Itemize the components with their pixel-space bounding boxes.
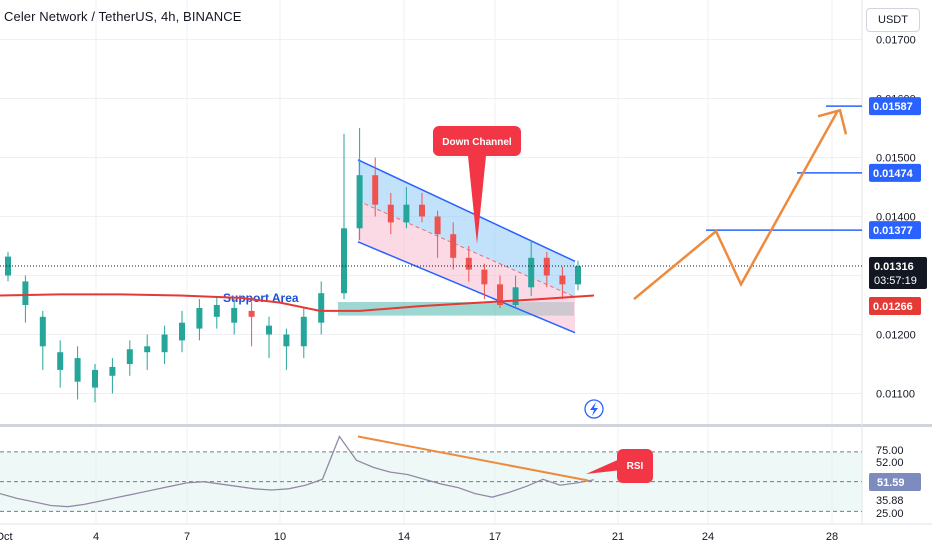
candle-body-3: [57, 352, 64, 370]
down-channel-label: Down Channel: [442, 137, 512, 148]
time-tick-1: 4: [93, 531, 99, 543]
rsi-tick-0: 75.00: [876, 445, 904, 457]
channel-mid-line: [357, 200, 576, 298]
candle-body-9: [161, 334, 168, 353]
time-tick-7: 24: [702, 531, 714, 543]
candle-body-32: [543, 257, 550, 276]
rsi-callout-label: RSI: [627, 461, 644, 472]
candle-body-5: [92, 369, 98, 388]
down-channel-pointer: [468, 156, 486, 244]
currency-button[interactable]: USDT: [866, 8, 920, 32]
rsi-callout[interactable]: [617, 449, 653, 483]
bar-countdown-label: 03:57:19: [874, 275, 917, 287]
candle-body-16: [283, 334, 290, 347]
ma-tag: [869, 297, 921, 315]
channel-upper-fill: [358, 159, 575, 298]
candle-body-18: [318, 293, 325, 323]
candle-body-13: [231, 307, 238, 323]
time-tick-0: Oct: [0, 531, 13, 543]
last-price-tag: [869, 257, 927, 290]
price-tick-3: 0.01400: [876, 212, 916, 224]
level-tag-2[interactable]: [869, 221, 921, 240]
rsi-value-label: 51.59: [877, 477, 905, 489]
rsi-tick-3: 25.00: [876, 508, 904, 520]
time-tick-8: 28: [826, 531, 838, 543]
candle-body-0: [5, 256, 11, 276]
candle-body-30: [512, 287, 519, 305]
rsi-tick-1: 52.00: [876, 457, 904, 469]
candle-body-6: [109, 366, 116, 376]
time-tick-6: 21: [612, 531, 624, 543]
candle-body-27: [465, 257, 472, 270]
candle-body-8: [144, 346, 151, 353]
candle-body-20: [356, 175, 363, 229]
level-tag-label-0: 0.01587: [873, 101, 913, 113]
candle-body-28: [481, 269, 488, 285]
level-tag-label-1: 0.01474: [873, 168, 914, 180]
candle-body-31: [528, 257, 535, 288]
channel-upper-line[interactable]: [357, 159, 576, 263]
projection-path[interactable]: [633, 109, 840, 301]
candle-body-4: [74, 358, 81, 382]
candle-body-10: [179, 322, 185, 341]
candle-body-7: [126, 349, 133, 364]
level-tag-0[interactable]: [869, 97, 921, 116]
level-tag-1[interactable]: [869, 163, 921, 182]
pane-divider[interactable]: [0, 424, 932, 427]
rsi-line: [0, 435, 595, 508]
candle-body-34: [575, 266, 581, 285]
candle-body-24: [419, 204, 425, 217]
candle-body-14: [248, 310, 255, 317]
price-tick-2: 0.01500: [876, 153, 916, 165]
rsi-signal-line: [0, 435, 595, 508]
chart-title: Celer Network / TetherUS, 4h, BINANCE: [4, 9, 242, 24]
candle-body-19: [341, 228, 347, 294]
rsi-tick-2: 35.88: [876, 495, 904, 507]
channel-lower-line[interactable]: [357, 241, 576, 334]
time-tick-3: 10: [274, 531, 286, 543]
support-area-label: Support Area: [223, 291, 299, 305]
last-price-label: 0.01316: [874, 261, 914, 273]
candle-body-12: [213, 305, 220, 317]
time-tick-4: 14: [398, 531, 410, 543]
projection-arrowhead: [817, 108, 848, 135]
price-tick-4: 0.01200: [876, 330, 916, 342]
time-tick-5: 17: [489, 531, 501, 543]
price-tick-5: 0.01100: [876, 389, 915, 401]
candle-body-22: [387, 204, 394, 223]
price-tick-0: 0.01700: [876, 35, 916, 47]
down-channel-callout[interactable]: [433, 126, 521, 156]
candle-body-17: [300, 316, 307, 347]
candle-body-2: [39, 316, 46, 347]
candle-body-11: [196, 307, 203, 329]
ma-tag-label: 0.01266: [873, 301, 913, 313]
moving-average-line: [0, 293, 595, 312]
candle-body-15: [266, 325, 272, 335]
lightning-icon-glyph: [590, 402, 598, 416]
rsi-trendline[interactable]: [357, 435, 589, 482]
candle-body-23: [403, 204, 410, 223]
candle-body-33: [559, 275, 566, 285]
candle-body-1: [22, 281, 29, 305]
candle-body-25: [434, 216, 441, 235]
candle-body-29: [497, 284, 503, 305]
candle-body-21: [372, 175, 379, 205]
time-tick-2: 7: [184, 531, 190, 543]
rsi-value-tag: [869, 473, 921, 491]
candle-body-26: [450, 234, 457, 258]
rsi-callout-pointer: [586, 458, 622, 474]
level-tag-label-2: 0.01377: [873, 225, 913, 237]
